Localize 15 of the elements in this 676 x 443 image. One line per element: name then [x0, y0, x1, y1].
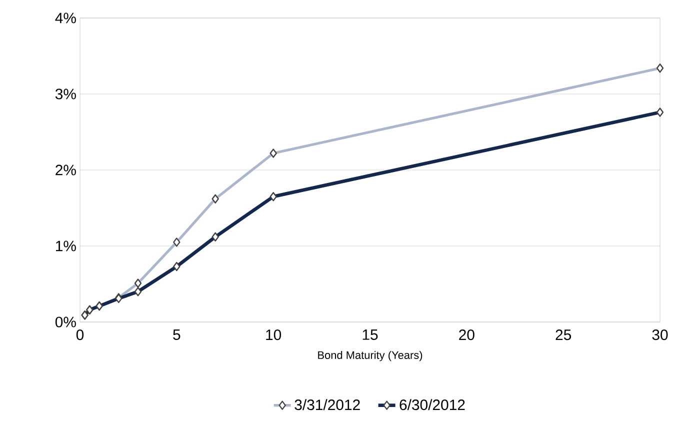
- x-tick-label: 5: [173, 330, 180, 340]
- y-tick-label: 4%: [55, 12, 76, 24]
- y-tick-label: 2%: [56, 164, 76, 176]
- x-tick-label: 10: [266, 330, 282, 340]
- legend-label: 3/31/2012: [294, 399, 360, 410]
- x-axis-title: Bond Maturity (Years): [318, 350, 422, 362]
- legend-label: 6/30/2012: [400, 399, 465, 410]
- y-tick-label: 3%: [55, 88, 76, 100]
- x-tick-label: 20: [459, 330, 474, 340]
- x-tick-label: 15: [362, 330, 378, 340]
- x-tick-label: 30: [652, 330, 668, 340]
- y-tick-label: 1%: [56, 240, 76, 252]
- x-tick-label: 0: [76, 330, 84, 340]
- x-tick-label: 25: [556, 330, 572, 340]
- y-tick-label: 0%: [55, 316, 76, 328]
